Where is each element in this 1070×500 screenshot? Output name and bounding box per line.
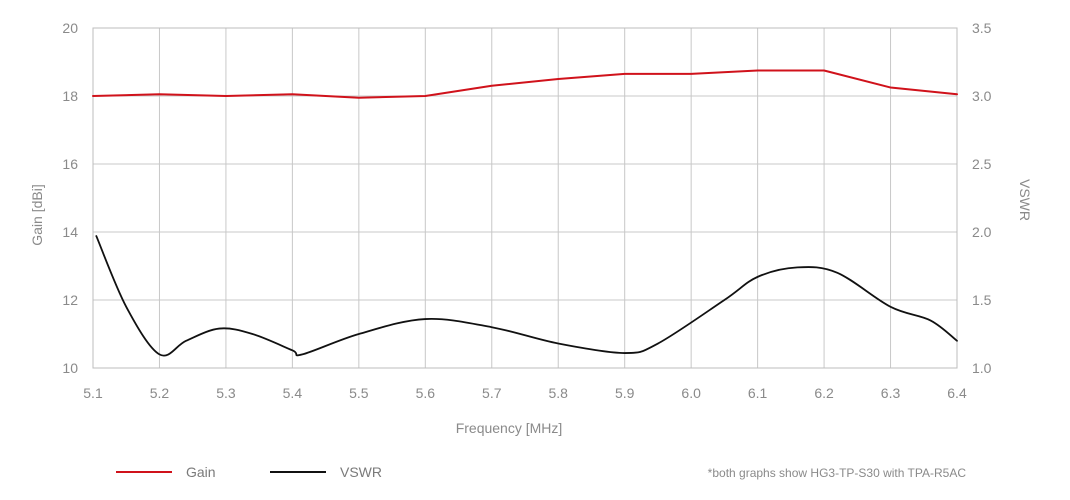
x-tick-label: 5.1	[83, 385, 103, 401]
line-chart: 5.1 5.2 5.3 5.4 5.5 5.6 5.7 5.8 5.9 6.0 6.1 6.2 6.3 6…	[29, 20, 1033, 436]
legend-gain: Gain	[116, 464, 216, 480]
y-right-tick-label: 1.5	[972, 292, 992, 308]
x-tick-label: 6.3	[881, 385, 901, 401]
x-tick-labels: 5.1 5.2 5.3 5.4 5.5 5.6 5.7 5.8 5.9 6.0 6.1 6.2 6.3 6…	[83, 385, 967, 401]
y-left-tick-label: 10	[62, 360, 78, 376]
x-tick-label: 5.9	[615, 385, 635, 401]
y-right-tick-label: 3.5	[972, 20, 992, 36]
series-line-vswr	[95, 235, 958, 357]
x-tick-label: 5.3	[216, 385, 236, 401]
y-right-tick-label: 2.0	[972, 224, 992, 240]
y-right-tick-label: 2.5	[972, 156, 992, 172]
legend-gain-swatch	[116, 471, 172, 473]
x-tick-label: 6.4	[947, 385, 967, 401]
series-layer	[92, 69, 958, 357]
x-tick-label: 6.1	[748, 385, 768, 401]
y-left-tick-label: 12	[62, 292, 78, 308]
x-tick-label: 6.2	[814, 385, 834, 401]
plot-border	[92, 27, 958, 369]
x-tick-label: 6.0	[681, 385, 701, 401]
y-axis-left-title: Gain [dBi]	[29, 184, 45, 245]
x-tick-label: 5.5	[349, 385, 369, 401]
x-tick-label: 5.8	[548, 385, 568, 401]
y-left-tick-label: 20	[62, 20, 78, 36]
y-right-tick-label: 3.0	[972, 88, 992, 104]
x-tick-label: 5.2	[150, 385, 170, 401]
y-left-tick-label: 16	[62, 156, 78, 172]
legend-vswr-swatch	[270, 471, 326, 473]
x-tick-label: 5.4	[283, 385, 303, 401]
legend-gain-label: Gain	[186, 464, 216, 480]
y-axis-right-title: VSWR	[1017, 179, 1033, 221]
grid-lines	[92, 27, 958, 369]
y-left-tick-label: 14	[62, 224, 78, 240]
series-line-gain	[92, 69, 958, 99]
plot-frame	[92, 27, 958, 369]
x-axis-title: Frequency [MHz]	[456, 420, 563, 436]
footnote: *both graphs show HG3-TP-S30 with TPA-R5…	[707, 466, 966, 480]
y-right-tick-label: 1.0	[972, 360, 992, 376]
y-left-tick-labels: 20 18 16 14 12 10	[62, 20, 78, 376]
x-tick-label: 5.6	[416, 385, 436, 401]
y-left-tick-label: 18	[62, 88, 78, 104]
legend-vswr-label: VSWR	[340, 464, 382, 480]
x-tick-label: 5.7	[482, 385, 502, 401]
legend-vswr: VSWR	[270, 464, 382, 480]
y-right-tick-labels: 3.5 3.0 2.5 2.0 1.5 1.0	[972, 20, 992, 376]
